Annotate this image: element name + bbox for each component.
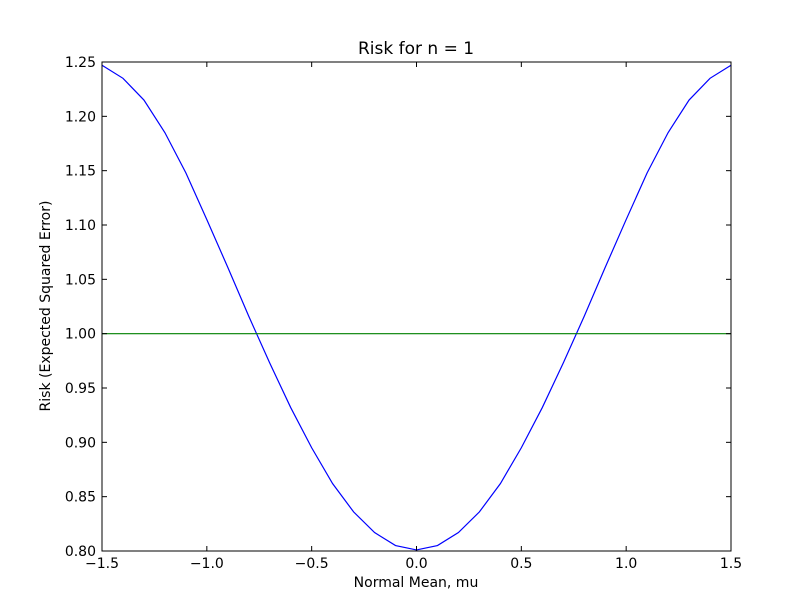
x-axis-ticks: −1.5 −1.0 −0.5 0.0 0.5 1.0 1.5 [85, 62, 742, 572]
y-tick-label: 1.15 [65, 164, 96, 180]
x-tick-label: −0.5 [295, 556, 329, 572]
y-tick-label: 0.90 [65, 435, 96, 451]
y-tick-label: 0.85 [65, 490, 96, 506]
plot-area [102, 62, 731, 551]
y-tick-label: 0.95 [65, 381, 96, 397]
x-tick-label: 1.0 [615, 556, 637, 572]
y-tick-label: 1.25 [65, 55, 96, 71]
y-axis-ticks: 0.80 0.85 0.90 0.95 1.00 1.05 1.10 1.15 1.20 1.25 [65, 55, 731, 560]
y-tick-label: 0.80 [65, 544, 96, 560]
x-tick-label: −1.5 [85, 556, 119, 572]
y-tick-label: 1.00 [65, 327, 96, 343]
x-tick-label: 0.0 [405, 556, 427, 572]
x-tick-label: 0.5 [510, 556, 532, 572]
x-tick-label: −1.0 [190, 556, 224, 572]
y-tick-label: 1.10 [65, 218, 96, 234]
y-axis-label: Risk (Expected Squared Error) [38, 201, 54, 412]
chart-title: Risk for n = 1 [358, 39, 474, 59]
x-axis-label: Normal Mean, mu [354, 575, 479, 591]
y-tick-label: 1.05 [65, 272, 96, 288]
y-tick-label: 1.20 [65, 109, 96, 125]
x-tick-label: 1.5 [720, 556, 742, 572]
